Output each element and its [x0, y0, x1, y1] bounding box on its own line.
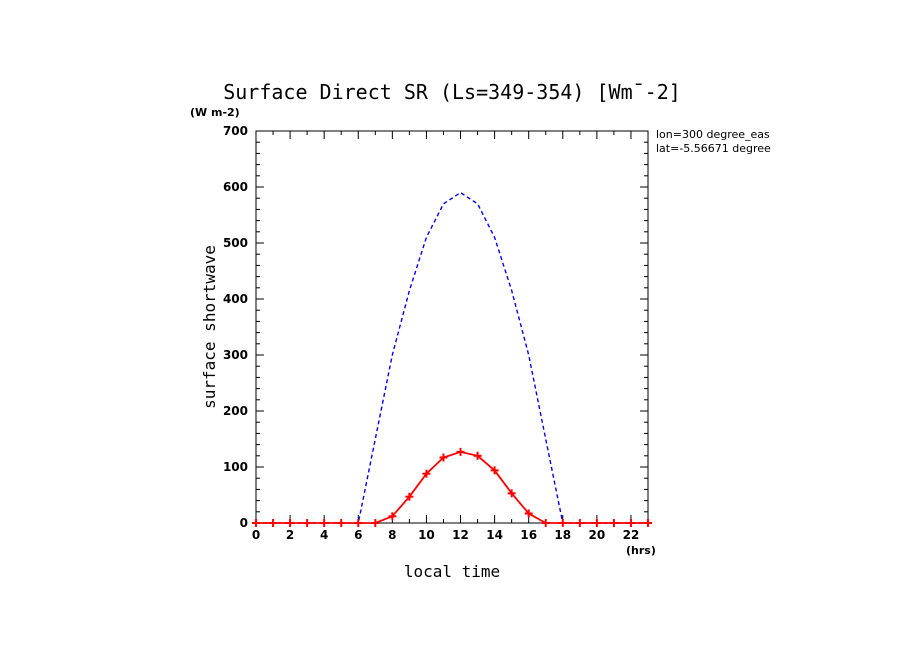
series-point-marker [269, 519, 278, 527]
x-tick-label: 18 [554, 528, 571, 542]
series-point-marker [354, 519, 363, 527]
x-tick-label: 22 [623, 528, 640, 542]
x-tick-label: 20 [589, 528, 606, 542]
series-point-marker [473, 451, 482, 460]
x-tick-label: 12 [452, 528, 469, 542]
y-tick-label: 200 [223, 404, 248, 418]
x-axis-units: (hrs) [626, 544, 656, 557]
y-tick-label: 700 [223, 124, 248, 138]
series-point-marker [252, 519, 260, 527]
series-point-marker [592, 519, 601, 527]
series-point-marker [286, 519, 295, 527]
longitude-annotation: lon=300 degree_eas [656, 128, 770, 141]
y-tick-label: 300 [223, 348, 248, 362]
series-point-marker [439, 453, 448, 462]
series-point-marker [490, 466, 499, 475]
series-point-marker [456, 447, 465, 456]
series-point-marker [371, 519, 380, 527]
y-axis-title: surface shortwave [200, 245, 219, 409]
series-point-marker [558, 519, 567, 527]
series-point-marker [303, 519, 312, 527]
y-tick-label: 0 [240, 516, 248, 530]
series-point-marker [388, 512, 397, 521]
chart-title: Surface Direct SR (Ls=349-354) [Wm¯-2] [223, 80, 681, 104]
latitude-annotation: lat=-5.56671 degree [656, 142, 771, 155]
x-tick-label: 6 [354, 528, 362, 542]
plot-frame [255, 130, 649, 524]
blue-dashed-series-line [256, 191, 648, 524]
red-solid-series-line [256, 450, 648, 524]
x-axis-title: local time [404, 562, 500, 581]
series-point-marker [644, 519, 652, 527]
plot-area: 0 2 4 6 8 10 12 14 16 18 20 22 0 100 200 300 400 500 600 70… [223, 124, 652, 542]
x-tick-label: 14 [486, 528, 503, 542]
x-tick-label: 0 [252, 528, 260, 542]
y-tick-label: 100 [223, 460, 248, 474]
series-point-marker [320, 519, 329, 527]
series-point-marker [422, 469, 431, 478]
x-tick-label: 8 [388, 528, 396, 542]
x-tick-label: 2 [286, 528, 294, 542]
y-tick-label: 600 [223, 180, 248, 194]
y-tick-label: 400 [223, 292, 248, 306]
series-point-marker [524, 509, 533, 518]
y-axis-units: (W m-2) [190, 106, 240, 119]
series-point-marker [626, 519, 635, 527]
series-point-marker [405, 492, 414, 501]
x-tick-label: 10 [418, 528, 435, 542]
y-tick-label: 500 [223, 236, 248, 250]
series-point-marker [337, 519, 346, 527]
series-point-marker [541, 519, 550, 527]
x-tick-label: 16 [520, 528, 537, 542]
x-tick-label: 4 [320, 528, 328, 542]
series-point-marker [609, 519, 618, 527]
series-point-marker [575, 519, 584, 527]
series-point-marker [507, 489, 516, 498]
